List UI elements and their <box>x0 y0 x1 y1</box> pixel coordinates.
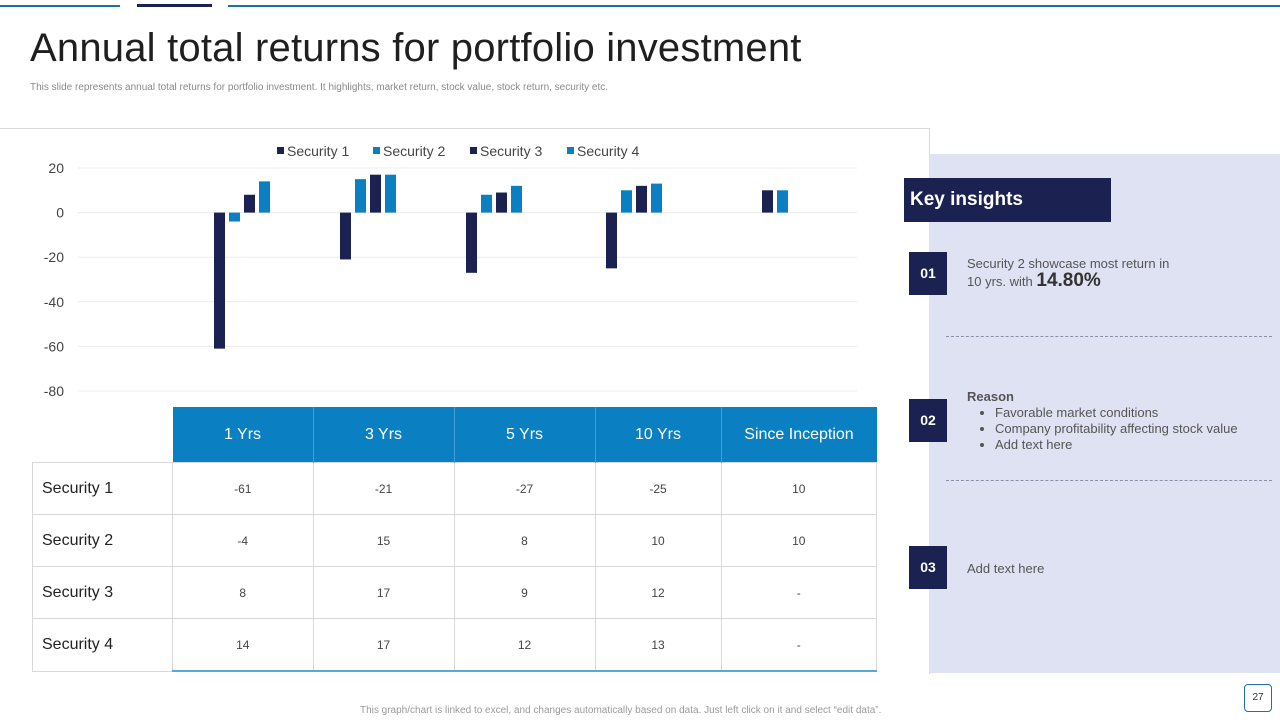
divider <box>946 480 1272 481</box>
table-cell: 10 <box>720 514 877 567</box>
table-cell: 10 <box>594 514 722 567</box>
insight-text-03: Add text here <box>967 561 1045 576</box>
table-cell: 14 <box>172 618 314 672</box>
top-rule-accent <box>137 4 212 7</box>
bar-security-1 <box>466 212 477 273</box>
bar-security-4 <box>511 185 522 213</box>
bar-security-3 <box>370 174 381 213</box>
table-cell: 8 <box>172 566 314 619</box>
bar-security-4 <box>651 183 662 213</box>
table-header: 3 Yrs <box>313 407 455 463</box>
table-cell: 12 <box>594 566 722 619</box>
list-item: Add text here <box>995 437 1238 453</box>
top-rule-right <box>228 5 1280 7</box>
bar-security-1 <box>762 190 773 213</box>
legend-label: Security 2 <box>383 143 445 159</box>
row-label: Security 2 <box>32 514 173 567</box>
table-cell: 17 <box>312 566 455 619</box>
legend-label: Security 3 <box>480 143 542 159</box>
top-rule-left <box>0 5 120 7</box>
table-cell: 9 <box>453 566 596 619</box>
table-row: Security 3 8 17 9 12 - <box>32 566 877 619</box>
insight-line: 10 yrs. with 14.80% <box>967 270 1169 291</box>
reason-heading: Reason <box>967 389 1014 404</box>
data-table: 1 Yrs 3 Yrs 5 Yrs 10 Yrs Since Inception… <box>32 407 877 672</box>
legend-swatch <box>373 147 380 154</box>
bar-security-1 <box>214 212 225 349</box>
y-tick-label: -40 <box>44 294 64 310</box>
row-label: Security 4 <box>32 618 173 672</box>
table-header: 5 Yrs <box>454 407 596 463</box>
table-cell: -21 <box>312 462 455 515</box>
legend-swatch <box>470 147 477 154</box>
table-cell: 15 <box>312 514 455 567</box>
table-cell: 10 <box>720 462 877 515</box>
table-cell: 13 <box>594 618 722 672</box>
list-item: Favorable market conditions <box>995 405 1238 421</box>
bar-security-1 <box>606 212 617 269</box>
table-row: Security 4 14 17 12 13 - <box>32 618 877 672</box>
y-tick-label: 0 <box>56 205 64 221</box>
table-cell: -61 <box>172 462 314 515</box>
bar-security-4 <box>385 174 396 213</box>
page-title: Annual total returns for portfolio inves… <box>30 26 802 70</box>
page-number: 27 <box>1244 684 1272 712</box>
bar-security-2 <box>229 212 240 222</box>
table-row: Security 2 -4 15 8 10 10 <box>32 514 877 567</box>
table-header: 10 Yrs <box>595 407 722 463</box>
page-subtitle: This slide represents annual total retur… <box>30 82 609 93</box>
insights-panel <box>929 154 1280 673</box>
table-cell: 17 <box>312 618 455 672</box>
legend-label: Security 1 <box>287 143 349 159</box>
insight-line-text: 10 yrs. with <box>967 274 1033 289</box>
legend-swatch <box>277 147 284 154</box>
bar-security-4 <box>259 181 270 213</box>
insight-line: Security 2 showcase most return in <box>967 256 1170 271</box>
y-tick-label: -60 <box>44 338 64 354</box>
highlight-value: 14.80% <box>1036 270 1101 291</box>
y-tick-label: 20 <box>48 160 64 176</box>
insight-text-02: Reason Favorable market conditions Compa… <box>967 388 1238 453</box>
insight-text-01: Security 2 showcase most return in 10 yr… <box>967 255 1169 290</box>
row-label: Security 3 <box>32 566 173 619</box>
bar-security-1 <box>340 212 351 260</box>
footer-note: This graph/chart is linked to excel, and… <box>360 705 882 716</box>
bar-security-3 <box>496 192 507 213</box>
table-row: Security 1 -61 -21 -27 -25 10 <box>32 462 877 515</box>
list-item: Company profitability affecting stock va… <box>995 421 1238 437</box>
bar-security-3 <box>636 185 647 213</box>
table-cell: -25 <box>594 462 722 515</box>
y-tick-label: -80 <box>44 383 64 399</box>
table-header-row: 1 Yrs 3 Yrs 5 Yrs 10 Yrs Since Inception <box>32 407 877 463</box>
table-cell: - <box>720 566 877 619</box>
insight-number-02: 02 <box>909 399 947 442</box>
table-cell: -27 <box>453 462 596 515</box>
legend-swatch <box>567 147 574 154</box>
table-corner <box>32 407 173 463</box>
insight-number-01: 01 <box>909 252 947 295</box>
insight-number-03: 03 <box>909 546 947 589</box>
reason-list: Favorable market conditions Company prof… <box>967 405 1238 453</box>
row-label: Security 1 <box>32 462 173 515</box>
bar-security-2 <box>621 190 632 213</box>
bar-security-2 <box>355 179 366 213</box>
key-insights-title: Key insights <box>904 178 1111 222</box>
bar-chart[interactable]: 20 0 -20 -40 -60 -80 Security 1 Security 2 Secur… <box>0 128 929 408</box>
divider <box>946 336 1272 337</box>
table-cell: -4 <box>172 514 314 567</box>
bar-security-3 <box>244 194 255 213</box>
bar-security-2 <box>481 194 492 213</box>
table-header: 1 Yrs <box>172 407 314 463</box>
table-cell: 12 <box>453 618 596 672</box>
table-cell: 8 <box>453 514 596 567</box>
legend-label: Security 4 <box>577 143 639 159</box>
table-header: Since Inception <box>721 407 877 463</box>
table-cell: - <box>720 618 877 672</box>
bar-security-2 <box>777 190 788 213</box>
y-tick-label: -20 <box>44 249 64 265</box>
